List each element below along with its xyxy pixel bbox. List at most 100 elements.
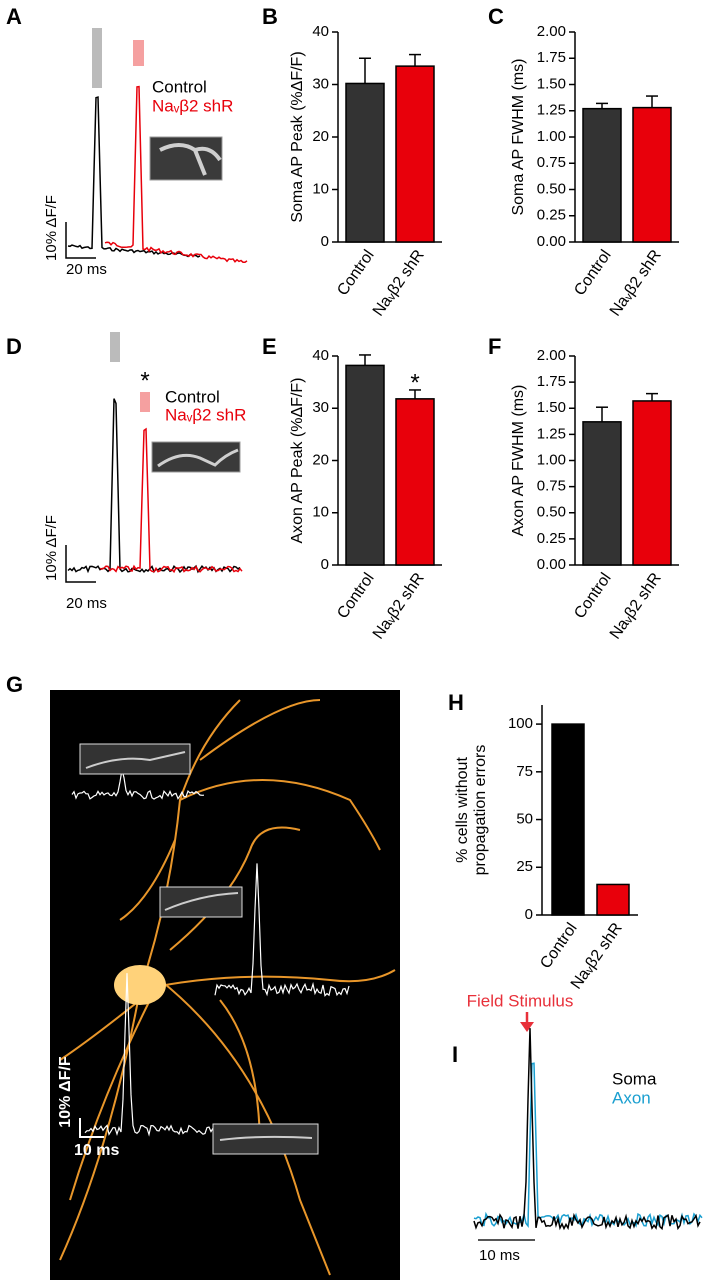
scale-label: 20 ms [66,595,107,612]
legend-entry: Naᵥβ2 shR [165,405,246,424]
error-bar [359,354,371,366]
trace [214,863,350,997]
y-axis-label: Axon AP Peak (%ΔF/F) [289,377,306,543]
y-tick-label: 0.00 [537,233,566,250]
panel-label: G [6,672,23,697]
trace [67,96,201,258]
trace [99,427,243,574]
panel-label: C [488,4,504,29]
y-tick-label: 0.50 [537,180,566,197]
y-tick-label: 100 [508,715,533,732]
trace [104,85,248,263]
annotation: * [140,367,149,394]
legend-entry: Control [152,77,207,96]
highlight [140,392,150,412]
trace [473,1028,701,1231]
y-tick-label: 20 [312,128,329,145]
error-bar [596,406,608,422]
y-tick-label: 0.00 [537,556,566,573]
scale-label: 10 ms [74,1142,119,1159]
error-bar [596,102,608,109]
panel-label: F [488,334,501,359]
legend-entry: Soma [612,1069,657,1088]
y-axis-label: % cells without [454,757,471,863]
y-axis-label: propagation errors [472,745,489,876]
error-bar [409,389,421,399]
y-tick-label: 40 [312,23,329,40]
scale-label: 10% ΔF/F [57,1056,74,1128]
inset-image [85,751,313,1141]
soma [114,965,166,1005]
y-tick-label: 1.75 [537,373,566,390]
y-tick-label: 2.00 [537,23,566,40]
x-tick-label: Naᵥβ2 shR [370,570,428,643]
bar [632,106,672,243]
y-tick-label: 0 [525,906,533,923]
legend-entry: Control [165,387,220,406]
inset-image [149,136,223,181]
panel-label: A [6,4,22,29]
error-bar [646,392,658,401]
highlight [110,332,120,362]
y-tick-label: 0 [321,556,329,573]
y-tick-label: 1.00 [537,128,566,145]
panel-label: D [6,334,22,359]
y-tick-label: 75 [516,763,533,780]
y-tick-label: 10 [312,180,329,197]
scale-label: 10% ΔF/F [43,195,60,261]
legend-entry: Naᵥβ2 shR [152,96,233,115]
bar [582,107,622,243]
y-tick-label: 1.75 [537,49,566,66]
bar [395,398,435,566]
y-tick-label: 10 [312,504,329,521]
y-tick-label: 50 [516,811,533,828]
trace [84,973,216,1137]
bar [632,400,672,566]
y-tick-label: 40 [312,347,329,364]
arrow [520,1022,534,1032]
error-bar [409,53,421,67]
trace [67,398,241,574]
bar [596,883,630,916]
inset-image [159,143,222,176]
panel-label: E [262,334,277,359]
stimulus-label: Field Stimulus [467,991,574,1010]
bar [582,421,622,566]
scale-label: 20 ms [66,261,107,278]
x-tick-label: Control [571,570,615,622]
y-tick-label: 1.25 [537,425,566,442]
error-bar [646,95,658,108]
inset-image [159,886,243,918]
error-bar [359,57,371,84]
x-tick-label: Control [571,247,615,299]
bar [345,82,385,243]
scale-label: 10 ms [479,1247,520,1264]
inset-image [157,448,239,468]
x-tick-label: Naᵥβ2 shR [370,247,428,320]
y-tick-label: 1.50 [537,75,566,92]
y-axis-label: Soma AP Peak (%ΔF/F) [289,51,306,222]
y-tick-label: 25 [516,858,533,875]
highlight [133,40,144,66]
y-tick-label: 0 [321,233,329,250]
y-axis-label: Soma AP FWHM (ms) [510,58,527,215]
scale-bar [65,545,96,583]
y-tick-label: 30 [312,75,329,92]
highlight [92,28,102,88]
panel-label: H [448,690,464,715]
y-tick-label: 1.25 [537,102,566,119]
y-tick-label: 1.00 [537,451,566,468]
trace [473,1062,703,1228]
y-tick-label: 0.75 [537,154,566,171]
annotation: * [410,369,419,396]
x-tick-label: Naᵥβ2 shR [607,570,665,643]
y-tick-label: 0.25 [537,207,566,224]
x-tick-label: Naᵥβ2 shR [607,247,665,320]
y-tick-label: 0.25 [537,530,566,547]
scale-bar [65,222,96,259]
bar [551,723,585,916]
scale-label: 10% ΔF/F [43,515,60,581]
x-tick-label: Control [334,570,378,622]
x-tick-label: Control [537,920,581,972]
